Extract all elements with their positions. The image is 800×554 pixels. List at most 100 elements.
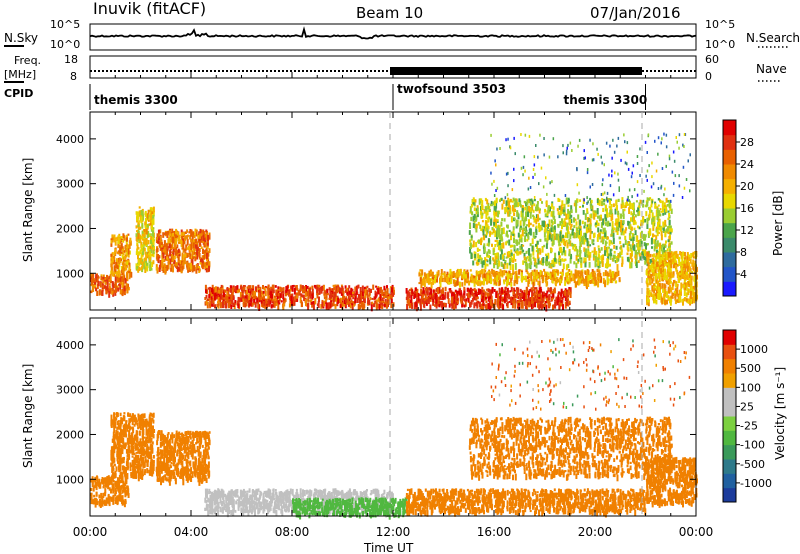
range-cell xyxy=(646,278,649,285)
range-cell xyxy=(178,268,181,271)
range-cell xyxy=(497,271,500,278)
range-cell xyxy=(530,287,533,292)
range-cell xyxy=(503,269,506,276)
range-cell xyxy=(331,294,334,297)
range-cell xyxy=(392,289,395,295)
range-cell xyxy=(161,267,164,271)
range-cell xyxy=(673,181,675,185)
range-cell xyxy=(622,220,625,225)
range-cell xyxy=(187,267,190,273)
nave-ytick-top: 60 xyxy=(705,53,719,66)
range-cell xyxy=(630,226,633,231)
range-cell xyxy=(562,241,565,246)
range-cell xyxy=(683,145,685,148)
range-cell xyxy=(660,184,663,188)
range-cell xyxy=(532,256,535,259)
range-cell xyxy=(460,291,463,296)
range-cell xyxy=(456,297,459,304)
range-cell xyxy=(423,297,426,303)
range-cell xyxy=(514,251,517,254)
range-cell xyxy=(512,230,515,236)
range-cell xyxy=(208,261,211,267)
range-cell xyxy=(514,263,517,270)
range-cell xyxy=(650,238,653,245)
range-cell xyxy=(624,235,627,240)
range-cell xyxy=(636,252,639,255)
range-cell xyxy=(551,242,554,246)
range-cell xyxy=(565,149,568,153)
range-cell xyxy=(257,301,260,309)
range-cell xyxy=(429,291,432,296)
range-cell xyxy=(503,263,506,269)
range-cell xyxy=(664,233,667,237)
range-cell xyxy=(256,298,259,303)
range-cell xyxy=(135,225,138,229)
range-cell xyxy=(552,137,555,141)
range-cell xyxy=(559,237,562,242)
range-cell xyxy=(220,289,223,294)
range-cell xyxy=(609,200,612,205)
range-cell xyxy=(437,270,440,276)
range-cell xyxy=(497,225,500,233)
range-cell xyxy=(343,297,346,304)
range-cell xyxy=(203,231,206,235)
range-cell xyxy=(461,301,464,308)
range-cell xyxy=(149,218,152,225)
range-cell xyxy=(282,293,285,300)
range-cell xyxy=(360,291,363,298)
range-cell xyxy=(541,201,543,204)
range-cell xyxy=(335,285,338,292)
range-cell xyxy=(648,214,651,218)
range-cell xyxy=(413,302,416,310)
range-cell xyxy=(624,239,627,245)
range-cell xyxy=(649,207,651,214)
range-cell xyxy=(616,228,619,235)
range-cell xyxy=(495,202,498,209)
range-cell xyxy=(665,240,667,244)
range-cell xyxy=(158,255,161,259)
range-cell xyxy=(585,270,588,275)
range-cell xyxy=(204,297,207,300)
range-cell xyxy=(685,273,688,280)
range-cell xyxy=(453,273,456,277)
range-cell xyxy=(426,291,429,296)
range-cell xyxy=(497,245,500,251)
range-cell xyxy=(96,290,99,296)
range-cell xyxy=(664,284,667,289)
range-cell xyxy=(505,270,508,274)
range-cell xyxy=(136,211,139,217)
range-cell xyxy=(508,229,511,232)
range-cell xyxy=(385,302,388,309)
range-cell xyxy=(470,204,473,208)
range-cell xyxy=(115,237,118,240)
range-cell xyxy=(190,256,193,259)
nsky-label: N.Sky xyxy=(4,31,38,45)
range-cell xyxy=(553,219,556,224)
range-cell xyxy=(476,301,479,309)
range-cell xyxy=(525,262,528,270)
range-cell xyxy=(527,198,530,204)
range-cell xyxy=(657,252,660,258)
range-cell xyxy=(639,241,642,247)
range-cell xyxy=(533,216,536,223)
range-cell xyxy=(299,296,302,303)
range-cell xyxy=(128,266,131,271)
range-cell xyxy=(142,248,144,255)
range-cell xyxy=(114,248,117,253)
range-cell xyxy=(140,235,143,240)
range-cell xyxy=(407,299,410,306)
range-cell xyxy=(123,255,126,260)
range-cell xyxy=(530,304,533,310)
range-cell xyxy=(666,276,669,281)
range-cell xyxy=(171,251,174,254)
range-cell xyxy=(480,198,483,201)
range-cell xyxy=(567,197,570,204)
range-cell xyxy=(509,146,512,150)
range-cell xyxy=(208,287,211,294)
range-cell xyxy=(533,199,536,202)
range-cell xyxy=(475,270,478,274)
range-cell xyxy=(492,228,495,233)
range-cell xyxy=(666,270,669,274)
range-cell xyxy=(434,295,437,300)
range-cell xyxy=(200,240,203,243)
